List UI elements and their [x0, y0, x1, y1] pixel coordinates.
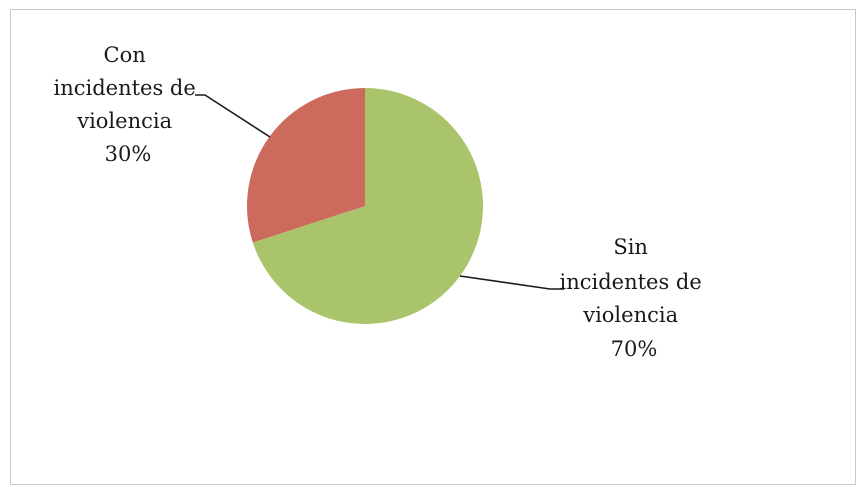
- label-sin: Sin incidentes de violencia 70%: [560, 235, 709, 361]
- label-sin-line-1: Sin: [613, 235, 648, 259]
- label-con-line-1: Con: [104, 43, 146, 67]
- label-sin-line-2: incidentes de: [560, 270, 702, 294]
- label-con-pct: 30%: [105, 142, 152, 166]
- slice-con-leader-line: [195, 94, 271, 138]
- label-con: Con incidentes de violencia 30%: [54, 43, 203, 166]
- slice-sin-leader-line: [459, 275, 564, 290]
- label-con-line-2: incidentes de: [54, 76, 196, 100]
- label-sin-line-3: violencia: [582, 303, 678, 327]
- label-sin-pct: 70%: [611, 337, 658, 361]
- slice-sin: [252, 88, 483, 324]
- label-con-line-3: violencia: [76, 109, 172, 133]
- slice-con: [246, 88, 365, 243]
